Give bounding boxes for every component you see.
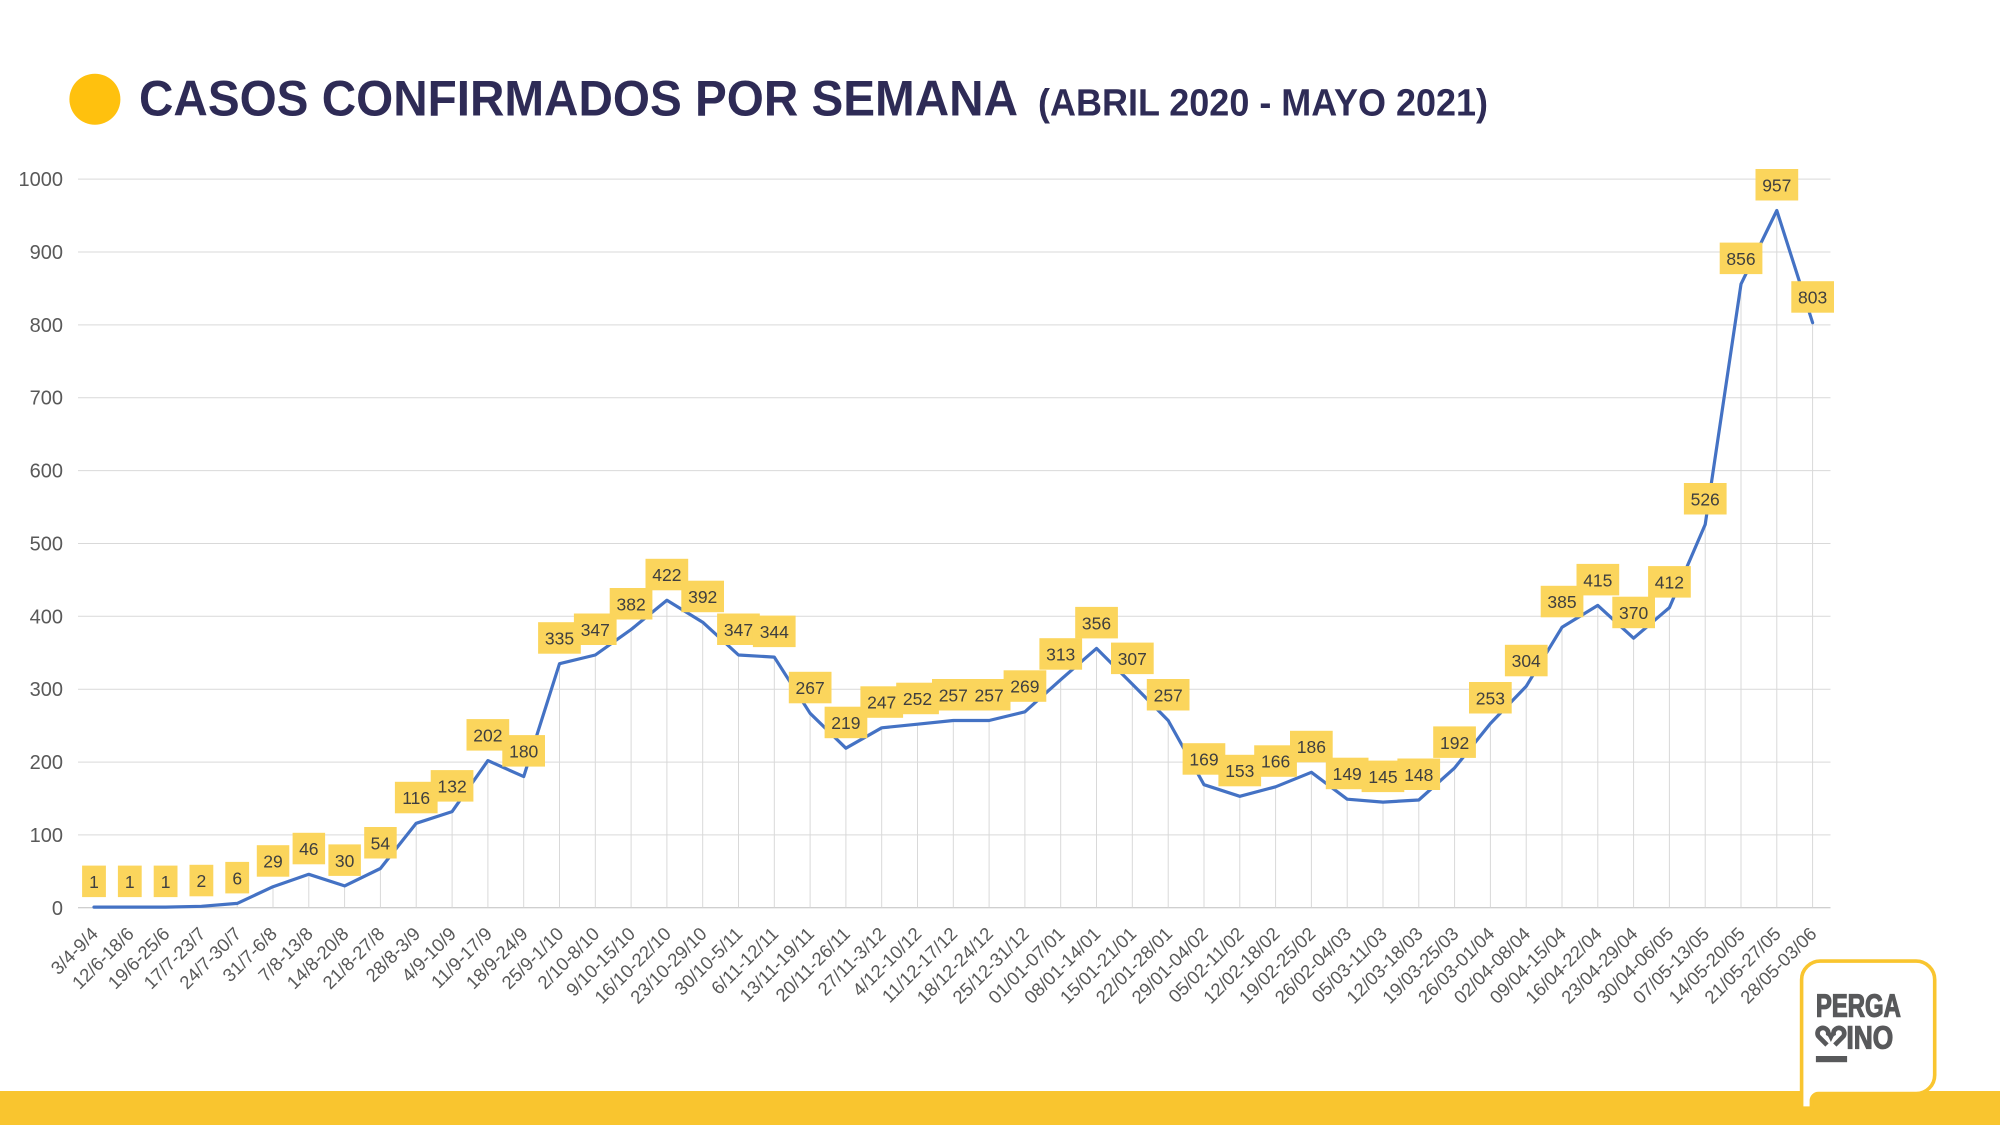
svg-text:186: 186 bbox=[1297, 737, 1326, 757]
svg-text:803: 803 bbox=[1798, 288, 1827, 308]
svg-text:600: 600 bbox=[30, 461, 63, 483]
svg-text:700: 700 bbox=[30, 388, 63, 410]
svg-text:385: 385 bbox=[1547, 592, 1576, 612]
svg-text:1000: 1000 bbox=[19, 169, 64, 191]
svg-text:192: 192 bbox=[1440, 733, 1469, 753]
svg-text:(ABRIL 2020 - MAYO 2021): (ABRIL 2020 - MAYO 2021) bbox=[1038, 83, 1488, 125]
svg-text:392: 392 bbox=[688, 587, 717, 607]
svg-text:347: 347 bbox=[724, 620, 753, 640]
svg-text:169: 169 bbox=[1189, 750, 1218, 770]
svg-text:166: 166 bbox=[1261, 752, 1290, 772]
svg-text:526: 526 bbox=[1691, 489, 1720, 509]
svg-text:2: 2 bbox=[197, 871, 207, 891]
svg-text:200: 200 bbox=[30, 752, 63, 774]
svg-text:202: 202 bbox=[473, 726, 502, 746]
svg-text:257: 257 bbox=[1154, 685, 1183, 705]
svg-text:304: 304 bbox=[1512, 651, 1541, 671]
svg-text:800: 800 bbox=[30, 315, 63, 337]
svg-text:1: 1 bbox=[89, 872, 99, 892]
svg-text:300: 300 bbox=[30, 679, 63, 701]
svg-text:400: 400 bbox=[30, 606, 63, 628]
svg-text:CASOS CONFIRMADOS POR SEMANA: CASOS CONFIRMADOS POR SEMANA bbox=[139, 71, 1018, 127]
svg-text:257: 257 bbox=[974, 685, 1003, 705]
svg-text:856: 856 bbox=[1726, 249, 1755, 269]
svg-text:415: 415 bbox=[1583, 570, 1612, 590]
svg-text:219: 219 bbox=[831, 713, 860, 733]
svg-text:957: 957 bbox=[1762, 175, 1791, 195]
svg-text:313: 313 bbox=[1046, 645, 1075, 665]
svg-text:1: 1 bbox=[125, 872, 135, 892]
svg-text:252: 252 bbox=[903, 689, 932, 709]
svg-text:100: 100 bbox=[30, 825, 63, 847]
svg-text:30: 30 bbox=[335, 851, 355, 871]
svg-text:412: 412 bbox=[1655, 573, 1684, 593]
svg-text:900: 900 bbox=[30, 242, 63, 264]
svg-text:116: 116 bbox=[402, 788, 430, 808]
svg-text:269: 269 bbox=[1010, 677, 1039, 697]
svg-text:370: 370 bbox=[1619, 603, 1648, 623]
svg-text:356: 356 bbox=[1082, 613, 1111, 633]
svg-text:29: 29 bbox=[263, 852, 282, 872]
svg-text:132: 132 bbox=[437, 777, 466, 797]
svg-text:1: 1 bbox=[161, 872, 171, 892]
svg-text:253: 253 bbox=[1476, 688, 1505, 708]
svg-text:0: 0 bbox=[52, 898, 63, 920]
svg-text:267: 267 bbox=[795, 678, 824, 698]
svg-text:500: 500 bbox=[30, 534, 63, 556]
svg-text:46: 46 bbox=[299, 839, 318, 859]
svg-text:382: 382 bbox=[616, 594, 645, 614]
svg-text:149: 149 bbox=[1333, 764, 1362, 784]
svg-text:347: 347 bbox=[581, 620, 610, 640]
svg-text:153: 153 bbox=[1225, 761, 1254, 781]
svg-text:247: 247 bbox=[867, 693, 896, 713]
svg-text:335: 335 bbox=[545, 629, 574, 649]
svg-text:422: 422 bbox=[652, 565, 681, 585]
svg-text:54: 54 bbox=[371, 833, 391, 853]
svg-text:344: 344 bbox=[760, 622, 789, 642]
svg-text:257: 257 bbox=[939, 685, 968, 705]
svg-text:307: 307 bbox=[1118, 649, 1147, 669]
svg-text:148: 148 bbox=[1404, 765, 1433, 785]
svg-text:180: 180 bbox=[509, 742, 538, 762]
svg-text:145: 145 bbox=[1368, 767, 1397, 787]
svg-text:6: 6 bbox=[232, 868, 242, 888]
